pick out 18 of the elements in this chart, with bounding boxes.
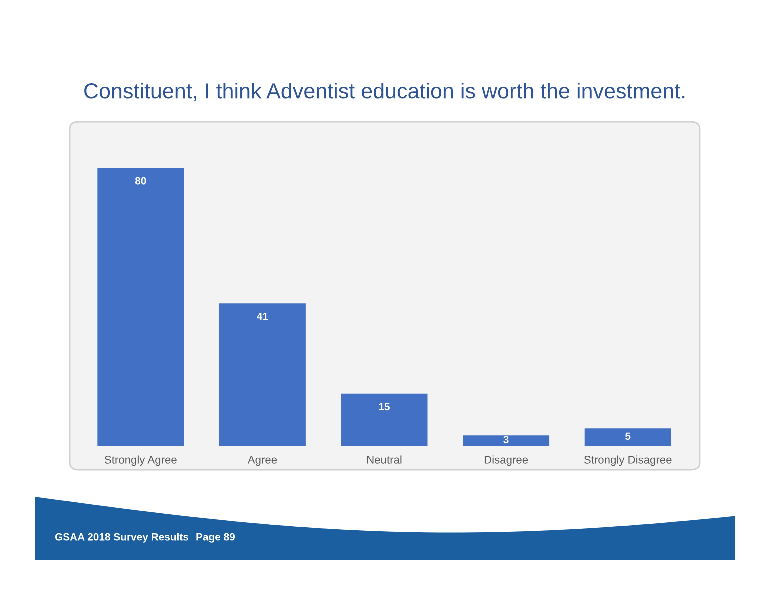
data-label: 41 (257, 312, 268, 320)
text: GSAA 2018 Survey Results (55, 533, 189, 543)
x-tick-label: Strongly Agree (104, 456, 177, 466)
bar (341, 394, 428, 446)
bar (584, 428, 672, 446)
chart-title: Constituent, I think Adventist education is worth the investment. (84, 82, 685, 102)
data-label: 80 (135, 177, 146, 185)
data-label: 3 (504, 436, 509, 444)
bar (463, 436, 550, 446)
bar (98, 168, 184, 446)
data-label: 15 (379, 403, 390, 411)
x-tick-label: Strongly Disagree (584, 456, 672, 466)
x-tick-label: Disagree (484, 456, 528, 466)
x-tick-label: Agree (248, 456, 278, 466)
data-label: 5 (626, 432, 631, 440)
text: Page 89 (196, 533, 235, 543)
bar (219, 304, 306, 446)
x-tick-label: Neutral (368, 456, 402, 464)
